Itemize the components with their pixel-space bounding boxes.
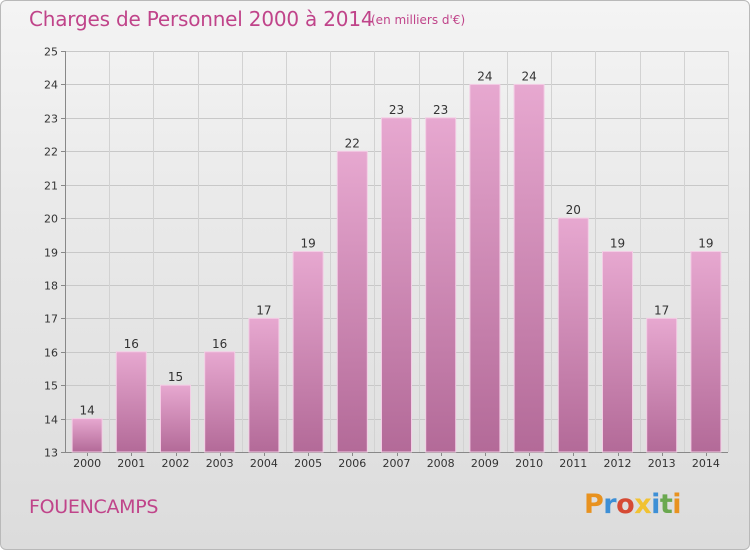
y-tick-label: 13 — [44, 447, 58, 460]
brand-letter: t — [659, 489, 673, 520]
bar-2004[interactable] — [248, 317, 280, 453]
x-tick-label: 2014 — [692, 457, 720, 470]
data-label: 14 — [79, 404, 94, 418]
data-label: 20 — [566, 203, 581, 217]
bar-2007[interactable] — [381, 117, 412, 453]
bar-2009[interactable] — [469, 83, 501, 453]
x-tick-label: 2010 — [515, 457, 543, 470]
y-tick-label: 22 — [44, 146, 58, 159]
bar-2011[interactable] — [557, 217, 589, 453]
y-tick-label: 17 — [44, 313, 58, 326]
data-label: 24 — [521, 69, 536, 83]
x-tick-label: 2001 — [117, 457, 145, 470]
y-tick-label: 18 — [44, 280, 58, 293]
bar-2003[interactable] — [204, 351, 236, 453]
bar-2001[interactable] — [115, 351, 147, 453]
data-labels: 14 16 15 16 17 19 22 23 23 24 24 20 19 17 19 — [79, 69, 713, 417]
data-label: 19 — [698, 237, 713, 251]
brand-letter: x — [634, 489, 652, 520]
commune-name: FOUENCAMPS — [29, 496, 159, 518]
bars — [71, 83, 722, 453]
data-label: 15 — [168, 370, 183, 384]
x-tick-label: 2008 — [427, 457, 455, 470]
y-tick-label: 25 — [44, 46, 58, 59]
x-tick-label: 2000 — [73, 457, 101, 470]
data-label: 19 — [300, 237, 315, 251]
brand-letter: i — [672, 489, 682, 520]
y-tick-label: 14 — [44, 414, 58, 427]
x-tick-label: 2006 — [338, 457, 366, 470]
chart-title: Charges de Personnel 2000 à 2014 — [29, 7, 374, 31]
bar-2002[interactable] — [160, 384, 191, 453]
x-tick-label: 2004 — [250, 457, 278, 470]
x-tick-label: 2013 — [648, 457, 676, 470]
y-tick-label: 23 — [44, 113, 58, 126]
brand-letter: o — [616, 489, 635, 520]
bar-2012[interactable] — [602, 251, 633, 453]
data-label: 23 — [433, 103, 448, 117]
bar-2005[interactable] — [292, 251, 324, 453]
brand-letter: P — [584, 489, 604, 520]
data-label: 16 — [124, 337, 139, 351]
bar-2000[interactable] — [71, 418, 103, 453]
data-label: 23 — [389, 103, 404, 117]
x-tick-label: 2011 — [559, 457, 587, 470]
data-label: 17 — [654, 303, 669, 317]
bar-2013[interactable] — [646, 317, 678, 453]
data-label: 19 — [610, 237, 625, 251]
y-tick-label: 21 — [44, 180, 58, 193]
data-label: 16 — [212, 337, 227, 351]
y-tick-label: 15 — [44, 380, 58, 393]
brand-letter: r — [603, 489, 617, 520]
y-tick-label: 20 — [44, 213, 58, 226]
x-tick-label: 2009 — [471, 457, 499, 470]
proxiti-logo[interactable]: Proxiti — [584, 489, 682, 520]
data-label: 24 — [477, 69, 492, 83]
brand-letter: i — [651, 489, 660, 520]
x-tick-label: 2005 — [294, 457, 322, 470]
bar-2006[interactable] — [336, 150, 368, 453]
data-label: 22 — [345, 136, 360, 150]
y-tick-label: 16 — [44, 347, 58, 360]
bar-2010[interactable] — [513, 83, 545, 453]
bar-2008[interactable] — [425, 117, 457, 453]
bar-2014[interactable] — [690, 251, 722, 453]
y-tick-label: 24 — [44, 79, 58, 92]
x-tick-label: 2012 — [604, 457, 632, 470]
data-label: 17 — [256, 303, 271, 317]
x-tick-label: 2003 — [206, 457, 234, 470]
y-tick-label: 19 — [44, 247, 58, 260]
x-tick-label: 2007 — [383, 457, 411, 470]
chart-unit: (en milliers d'€) — [371, 13, 466, 27]
x-tick-label: 2002 — [162, 457, 190, 470]
